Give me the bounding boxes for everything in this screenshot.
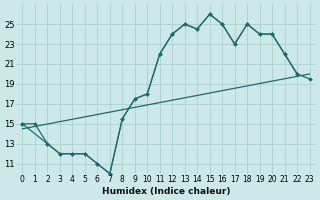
X-axis label: Humidex (Indice chaleur): Humidex (Indice chaleur): [102, 187, 230, 196]
